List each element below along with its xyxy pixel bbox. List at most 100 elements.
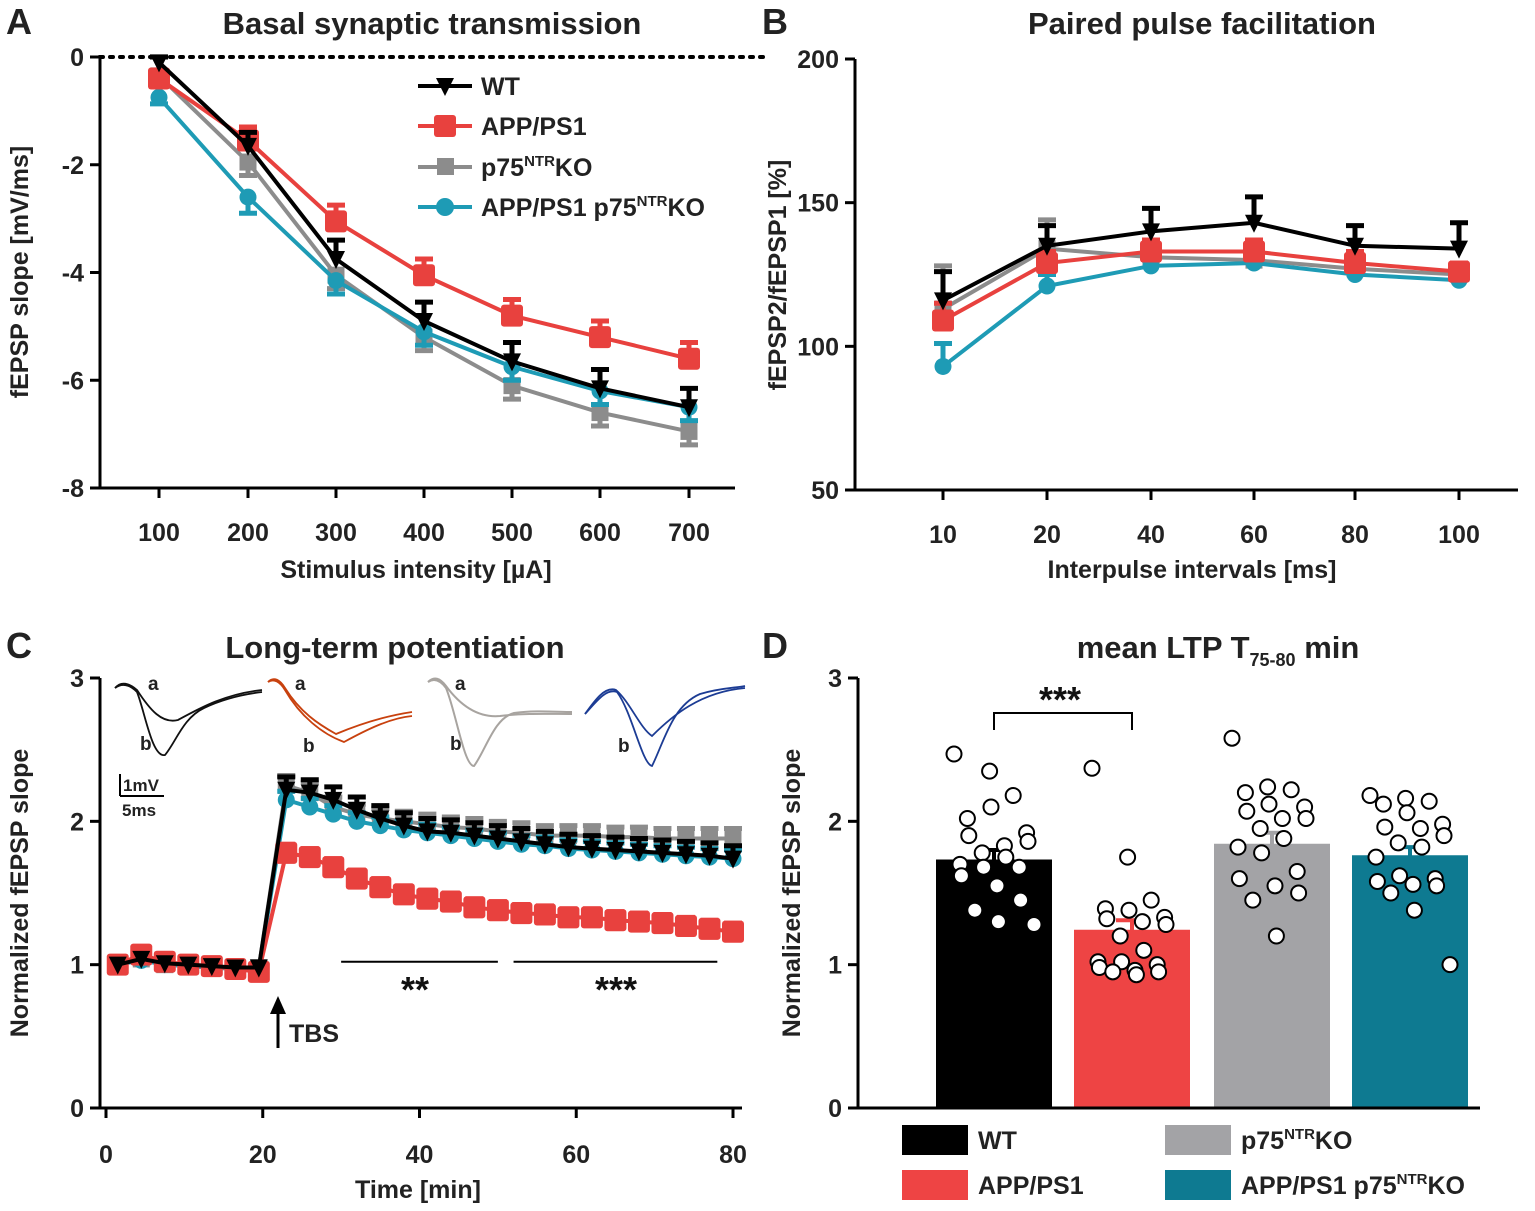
panel-d-point-dbl <box>1405 901 1423 919</box>
panel-c-point-wt <box>582 840 601 859</box>
panel-a-ylabel: fEPSP slope [mV/ms] <box>6 146 34 398</box>
panel-b-xtick-label: 80 <box>1341 521 1369 549</box>
panel-a-ytick-label: -2 <box>62 152 84 180</box>
panel-a-series-dbl <box>150 88 698 424</box>
example-trace-app: a b <box>267 674 413 757</box>
panel-d-point-app <box>1133 913 1151 931</box>
example-trace-p75: a b <box>427 674 573 768</box>
trace-p75-b <box>427 679 573 768</box>
panel-c-point-app <box>392 883 415 906</box>
panel-c-point-wt <box>371 810 390 829</box>
panel-d-point-dbl <box>1441 956 1459 974</box>
panel-b-point-wt <box>1450 240 1468 259</box>
panel-c-point-wt <box>300 784 319 803</box>
panel-a-ytick-label: -4 <box>62 260 84 288</box>
panel-d-point-p75 <box>1275 830 1293 848</box>
legend-d-app-label: APP/PS1 <box>978 1172 1084 1200</box>
panel-d-point-p75 <box>1230 870 1248 888</box>
panel-d-ytick-label: 2 <box>828 808 842 836</box>
panel-d-point-dbl <box>1361 787 1379 805</box>
panel-c-point-app <box>416 887 439 910</box>
legend-d-app-swatch <box>902 1170 968 1200</box>
panel-c-point-wt <box>155 955 174 974</box>
panel-b-series-p75 <box>934 217 1468 318</box>
legend-app-marker <box>434 115 456 137</box>
panel-d-point-app <box>1142 891 1160 909</box>
panel-d-point-wt <box>973 844 991 862</box>
legend-d-p75-swatch <box>1165 1125 1231 1155</box>
panel-d-point-dbl <box>1367 848 1385 866</box>
panel-c-point-wt <box>724 850 742 869</box>
legend-wt-marker <box>436 78 454 96</box>
panel-d-title: mean LTP T75-80 min <box>1077 630 1360 670</box>
panel-b-xtick-label: 20 <box>1033 521 1061 549</box>
example-trace-wt: a b <box>114 674 263 756</box>
panel-a-xtick-label: 400 <box>403 519 445 547</box>
panel-d-title-sub: 75-80 <box>1250 650 1296 670</box>
panel-c-point-wt <box>324 791 343 810</box>
panel-b-point-app <box>1243 240 1265 263</box>
panel-c-ytick-label: 2 <box>70 808 84 836</box>
legend-d-dbl-swatch <box>1165 1170 1231 1200</box>
legend-d-p75-sup: NTR <box>1284 1126 1315 1143</box>
panel-letter-b: B <box>762 1 788 42</box>
panel-a-xlabel: Stimulus intensity [µA] <box>280 556 551 584</box>
panel-b-point-wt <box>1142 223 1160 242</box>
panel-a-series-p75 <box>150 67 698 448</box>
panel-a-ytick-label: -8 <box>62 475 84 503</box>
legend-p75-label: p75NTRKO <box>481 153 592 182</box>
panel-d-point-app <box>1135 941 1153 959</box>
panel-d-point-wt <box>1025 916 1043 934</box>
trace-app-label-b: b <box>303 736 315 757</box>
panel-a-legend: WT APP/PS1 p75NTRKO APP/PS1 p75NTRKO <box>418 73 705 222</box>
panel-d-point-app <box>1083 759 1101 777</box>
panel-a-xtick-label: 500 <box>491 519 533 547</box>
panel-d-point-p75 <box>1273 809 1291 827</box>
panel-c-xtick-label: 0 <box>99 1141 113 1169</box>
panel-c-point-wt <box>465 827 484 846</box>
panel-letter-d: D <box>762 625 788 666</box>
panel-a-point-app <box>501 304 523 327</box>
panel-d-point-app <box>1120 901 1138 919</box>
panel-b-point-app <box>932 309 954 332</box>
panel-c-point-wt <box>629 843 648 862</box>
panel-d-point-dbl <box>1397 789 1415 807</box>
panel-d-point-p75 <box>1266 877 1284 895</box>
panel-d-point-dbl <box>1368 873 1386 891</box>
panel-d-point-app <box>1104 963 1122 981</box>
panel-c-point-dbl <box>348 812 366 830</box>
legend-d-p75-label: p75NTRKO <box>1241 1126 1352 1155</box>
panel-c-ytick-label: 0 <box>70 1095 84 1123</box>
panel-d-point-wt <box>1019 832 1037 850</box>
panel-c-point-wt <box>700 847 719 866</box>
panel-d-point-dbl <box>1376 818 1394 836</box>
legend-d-dbl-label: APP/PS1 p75NTRKO <box>1241 1171 1465 1200</box>
panel-b-ytick-label: 50 <box>811 477 839 505</box>
panel-c-xtick-label: 80 <box>719 1141 747 1169</box>
panel-d-sig-bracket <box>993 712 1133 730</box>
panel-c-point-app <box>439 890 462 913</box>
panel-d-point-p75 <box>1223 729 1241 747</box>
panel-d-bar-group-dbl <box>1352 787 1468 1108</box>
panel-a-point-dbl <box>415 323 433 341</box>
panel-a-point-dbl <box>239 188 257 206</box>
panel-c-point-wt <box>202 958 221 977</box>
panel-a-point-dbl <box>150 88 168 106</box>
panel-d-bar-group-app <box>1074 759 1190 1108</box>
panel-a-point-wt <box>415 312 433 331</box>
scale-bar: 1mV 5ms <box>119 774 164 820</box>
panel-b-xtick-label: 100 <box>1438 521 1480 549</box>
panel-b-point-wt <box>1346 237 1364 256</box>
panel-b-point-dbl <box>1038 277 1056 295</box>
panel-c-point-wt <box>512 833 531 852</box>
legend-d-wt-swatch <box>902 1125 968 1155</box>
panel-c-ylabel: Normalized fEPSP slope <box>6 749 34 1038</box>
example-trace-dbl: b <box>584 685 746 768</box>
trace-app-a <box>267 678 413 735</box>
legend-d-dbl-suffix: KO <box>1427 1172 1465 1200</box>
panel-b-xlabel: Interpulse intervals [ms] <box>1048 556 1337 584</box>
panel-a-title: Basal synaptic transmission <box>223 6 642 41</box>
panel-c-xtick-label: 60 <box>562 1141 590 1169</box>
trace-dbl-label-b: b <box>618 736 630 757</box>
panel-b-series-app <box>932 237 1470 332</box>
